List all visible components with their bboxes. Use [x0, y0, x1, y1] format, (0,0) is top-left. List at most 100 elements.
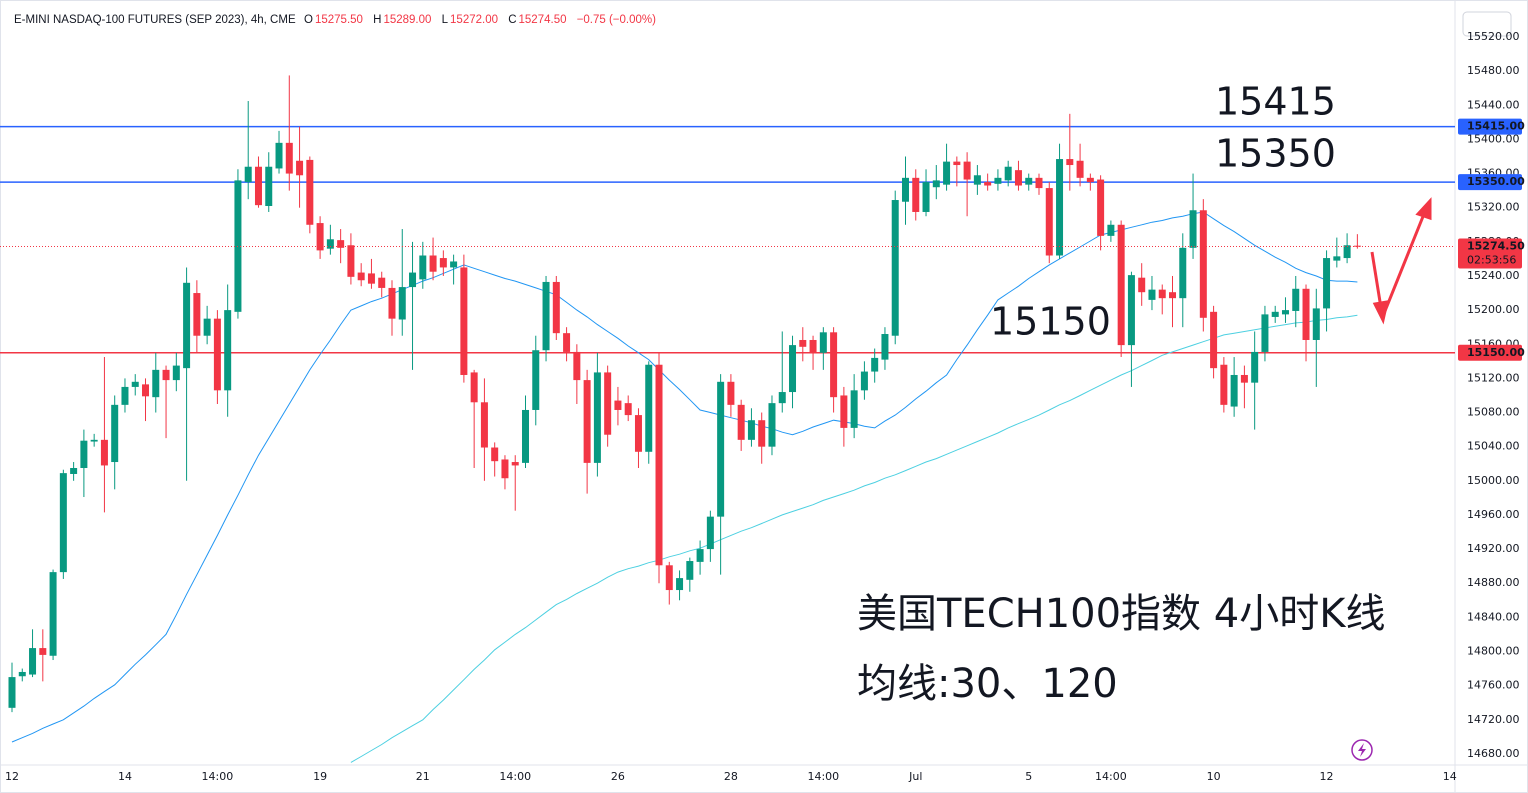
candle-body [1035, 177, 1043, 189]
header: E-MINI NASDAQ-100 FUTURES (SEP 2023), 4h… [14, 14, 663, 26]
x-tick-label: 14:00 [202, 770, 234, 783]
candle-body [953, 161, 961, 166]
candle-body [912, 177, 920, 212]
candle-body [347, 245, 355, 277]
candle-body [717, 381, 725, 517]
candle-body [59, 473, 67, 573]
candle-body [49, 572, 57, 656]
settings-button[interactable] [1462, 11, 1512, 37]
change: −0.75 (−0.00%) [576, 14, 656, 26]
candle-body [1004, 166, 1012, 181]
y-tick-label: 14920.00 [1467, 542, 1520, 555]
x-tick-label: 10 [1207, 770, 1221, 783]
symbol: E-MINI NASDAQ-100 FUTURES (SEP 2023), 4h… [14, 14, 296, 26]
candle-body [1281, 310, 1289, 315]
candle-body [860, 371, 868, 391]
x-tick-label: 12 [5, 770, 19, 783]
candle-body [1312, 308, 1320, 340]
candle-body [901, 177, 909, 202]
candle-body [460, 267, 468, 375]
candle-body [378, 277, 386, 288]
y-tick-label: 14960.00 [1467, 508, 1520, 521]
candle-body [409, 272, 417, 288]
y-tick-label: 15480.00 [1467, 64, 1520, 77]
candle-body [1086, 177, 1094, 183]
y-tick-label: 15240.00 [1467, 269, 1520, 282]
plot-area [0, 75, 1455, 763]
x-tick-label: 14:00 [807, 770, 839, 783]
candle-body [809, 339, 817, 353]
candle-body [1179, 247, 1187, 299]
candle-body [111, 404, 119, 463]
candle-body [1251, 351, 1259, 383]
candle-body [1261, 314, 1269, 352]
arrow-head [1415, 197, 1432, 221]
x-tick-label: 14:00 [499, 770, 531, 783]
ohlc-label: L [441, 14, 449, 26]
candle-body [1353, 245, 1361, 247]
candle-body [840, 395, 848, 428]
y-tick-label: 14760.00 [1467, 679, 1520, 692]
price-label: 15415.00 [1467, 120, 1525, 133]
x-tick-label: 14:00 [1095, 770, 1127, 783]
annotation: 15350 [1215, 132, 1336, 176]
ohlc-value: 15274.50 [518, 14, 567, 26]
candle-body [1117, 224, 1125, 346]
arrow [1381, 213, 1426, 317]
candle-body [830, 332, 838, 398]
candle-body [70, 468, 78, 474]
annotation: 15150 [990, 300, 1111, 344]
candle-body [1076, 160, 1084, 178]
candle-body [943, 161, 951, 185]
candle-body [470, 372, 478, 403]
candle-body [737, 404, 745, 440]
candle-body [665, 565, 673, 591]
x-tick-label: 21 [416, 770, 430, 783]
candle-body [398, 287, 406, 320]
candle-body [583, 380, 591, 463]
candle-body [984, 182, 992, 186]
candle-body [768, 403, 776, 447]
candle-body [1210, 311, 1218, 369]
candle-body [645, 364, 653, 452]
y-tick-label: 15400.00 [1467, 132, 1520, 145]
candle-body [1158, 289, 1166, 299]
arrows [1370, 197, 1432, 325]
candle-body [1107, 224, 1115, 236]
candle-body [8, 677, 16, 708]
y-tick-label: 15120.00 [1467, 371, 1520, 384]
y-tick-label: 14800.00 [1467, 644, 1520, 657]
y-tick-label: 14880.00 [1467, 576, 1520, 589]
price-label: 15150.00 [1467, 346, 1525, 359]
candle-body [39, 648, 47, 655]
candle-body [1014, 170, 1022, 186]
candle-body [747, 420, 755, 440]
candle-body [337, 240, 345, 248]
candle-body [1323, 258, 1331, 309]
candle-body [296, 160, 304, 176]
ohlc-value: 15275.50 [314, 14, 363, 26]
candle-body [871, 357, 879, 372]
price-label-box [1458, 238, 1522, 269]
candle-body [326, 239, 334, 249]
y-tick-label: 15440.00 [1467, 98, 1520, 111]
y-tick-label: 14840.00 [1467, 610, 1520, 623]
candle-body [922, 182, 930, 212]
ohlc-label: C [508, 14, 517, 26]
candle-body [29, 648, 37, 675]
ohlc-label: H [373, 14, 382, 26]
candle-body [552, 281, 560, 334]
candle-body [963, 161, 971, 180]
candle-body [1148, 289, 1156, 300]
candle-body [706, 516, 714, 550]
candle-body [727, 381, 735, 405]
candle-body [306, 159, 314, 225]
moving-average [11, 211, 1358, 743]
price-label: 15350.00 [1467, 175, 1525, 188]
x-tick-label: 12 [1320, 770, 1334, 783]
candle-body [1271, 311, 1279, 317]
candle-body [819, 332, 827, 353]
candle-body [275, 142, 283, 169]
